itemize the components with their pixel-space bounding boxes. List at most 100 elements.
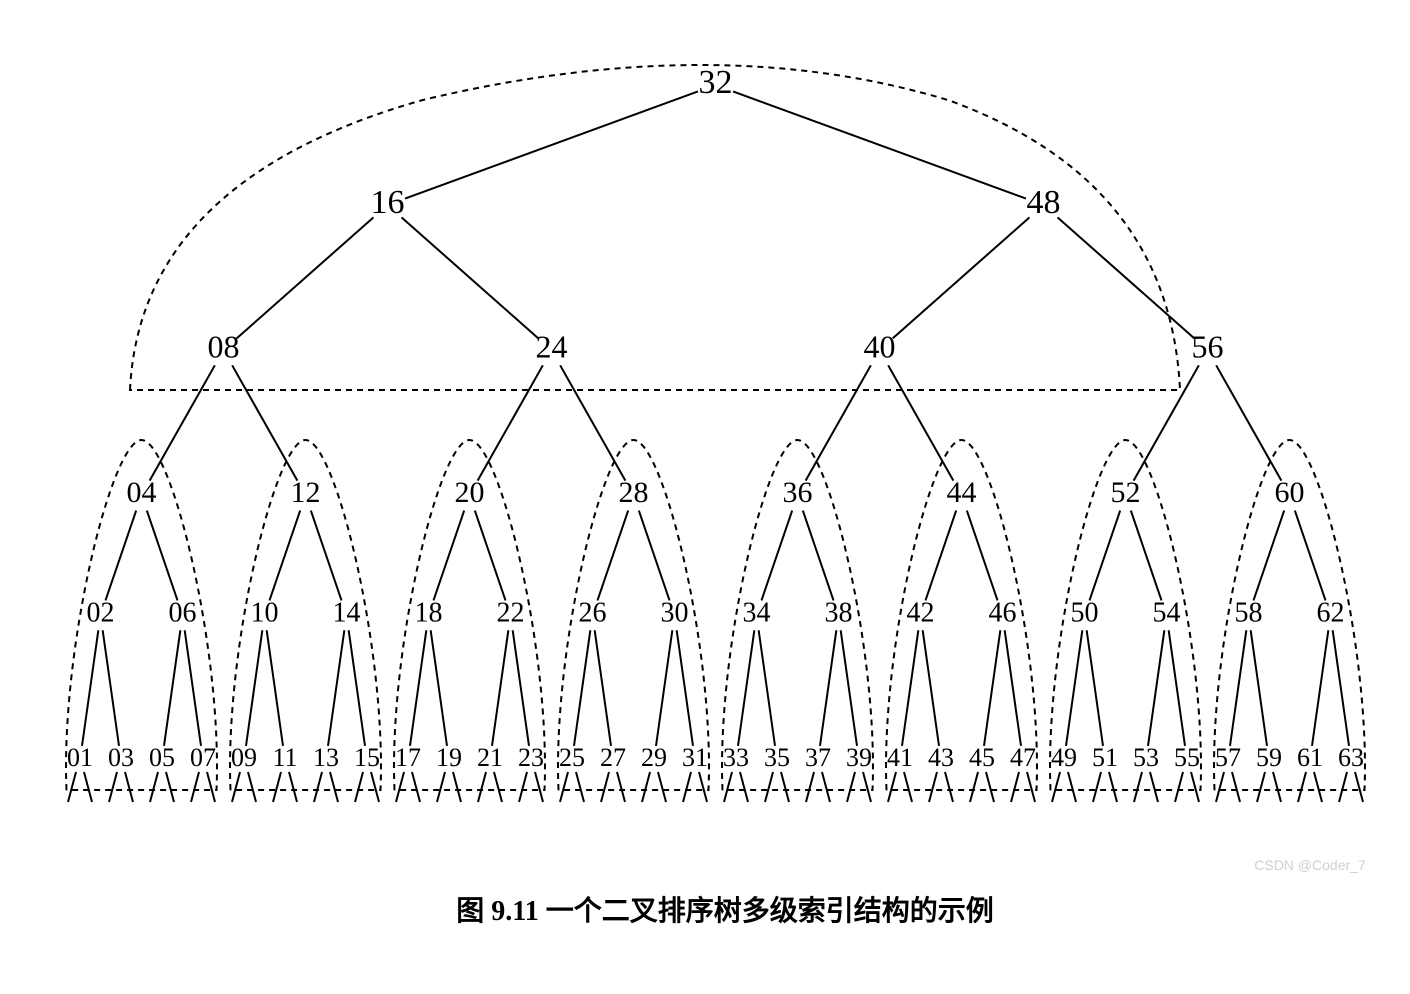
tree-edge	[475, 511, 506, 601]
leaf-tick	[617, 772, 625, 802]
watermark: CSDN @Coder_7	[1254, 857, 1366, 873]
leaf-tick	[232, 772, 240, 802]
tree-edge	[841, 630, 857, 746]
envelopes	[66, 65, 1365, 790]
leaf-tick	[84, 772, 92, 802]
leaf-tick	[207, 772, 215, 802]
leaf-tick	[191, 772, 199, 802]
leaf-tick	[1134, 772, 1142, 802]
node-label: 09	[231, 743, 257, 772]
leaf-tick	[1273, 772, 1281, 802]
node-label: 43	[928, 743, 954, 772]
leaf-tick	[437, 772, 445, 802]
node-label: 03	[108, 743, 134, 772]
tree-edge	[267, 630, 283, 746]
leaf-tick	[929, 772, 937, 802]
node-label: 10	[251, 597, 279, 628]
node-label: 45	[969, 743, 995, 772]
leaf-tick	[1257, 772, 1265, 802]
tree-edge	[185, 630, 201, 746]
node-label: 02	[87, 597, 115, 628]
leaf-tick	[945, 772, 953, 802]
leaf-tick	[806, 772, 814, 802]
tree-edge	[574, 630, 590, 746]
node-label: 36	[783, 476, 813, 509]
leaf-tick	[1298, 772, 1306, 802]
node-label: 47	[1010, 743, 1036, 772]
node-label: 20	[455, 476, 485, 509]
leaf-tick	[847, 772, 855, 802]
tree-edge	[1005, 630, 1021, 746]
leaf-tick	[109, 772, 117, 802]
leaf-tick	[1052, 772, 1060, 802]
node-label: 51	[1092, 743, 1118, 772]
leaf-tick	[1068, 772, 1076, 802]
leaf-tick	[1011, 772, 1019, 802]
tree-edge	[433, 511, 464, 601]
node-label: 53	[1133, 743, 1159, 772]
top-envelope	[130, 65, 1180, 390]
node-label: 57	[1215, 743, 1241, 772]
tree-edge	[597, 511, 628, 601]
node-label: 04	[127, 476, 157, 509]
leaf-tick	[330, 772, 338, 802]
tree-edge	[738, 630, 754, 746]
node-label: 08	[208, 328, 240, 364]
tree-edge	[349, 630, 365, 746]
tree-edge	[1066, 630, 1082, 746]
tree-edge	[656, 630, 672, 746]
node-label: 21	[477, 743, 503, 772]
leaf-tick	[601, 772, 609, 802]
tree-edge	[269, 511, 300, 601]
node-label: 35	[764, 743, 790, 772]
tree-edge	[1131, 511, 1162, 601]
node-label: 19	[436, 743, 462, 772]
node-label: 44	[947, 476, 977, 509]
node-label: 50	[1071, 597, 1099, 628]
leaf-tick	[125, 772, 133, 802]
tree-edge	[1058, 217, 1195, 338]
tree-edge	[967, 511, 998, 601]
node-label: 58	[1235, 597, 1263, 628]
node-label: 39	[846, 743, 872, 772]
node-label: 31	[682, 743, 708, 772]
leaf-ticks	[68, 772, 1363, 802]
leaf-tick	[888, 772, 896, 802]
tree-edge	[478, 365, 543, 480]
leaf-tick	[765, 772, 773, 802]
leaf-tick	[519, 772, 527, 802]
node-label: 06	[169, 597, 197, 628]
leaf-tick	[150, 772, 158, 802]
tree-edge	[1253, 511, 1284, 601]
node-label: 16	[371, 184, 405, 221]
tree-edge	[759, 630, 775, 746]
node-label: 30	[661, 597, 689, 628]
tree-edge	[246, 630, 262, 746]
leaf-tick	[1150, 772, 1158, 802]
leaf-tick	[248, 772, 256, 802]
tree-edge	[1216, 365, 1281, 480]
node-label: 62	[1317, 597, 1345, 628]
tree-edge	[237, 217, 374, 338]
tree-edge	[677, 630, 693, 746]
tree-edge	[328, 630, 344, 746]
node-label: 27	[600, 743, 626, 772]
leaf-tick	[1175, 772, 1183, 802]
tree-edge	[147, 511, 178, 601]
leaf-tick	[314, 772, 322, 802]
node-label: 38	[825, 597, 853, 628]
tree-edge	[733, 91, 1026, 198]
leaf-tick	[986, 772, 994, 802]
tree-edge	[1230, 630, 1246, 746]
tree-edge	[1148, 630, 1164, 746]
tree-edge	[1312, 630, 1328, 746]
leaf-tick	[699, 772, 707, 802]
node-label: 18	[415, 597, 443, 628]
node-label: 13	[313, 743, 339, 772]
node-label: 42	[907, 597, 935, 628]
node-label: 22	[497, 597, 525, 628]
tree-edge	[1333, 630, 1349, 746]
node-label: 59	[1256, 743, 1282, 772]
node-label: 34	[743, 597, 771, 628]
node-label: 41	[887, 743, 913, 772]
